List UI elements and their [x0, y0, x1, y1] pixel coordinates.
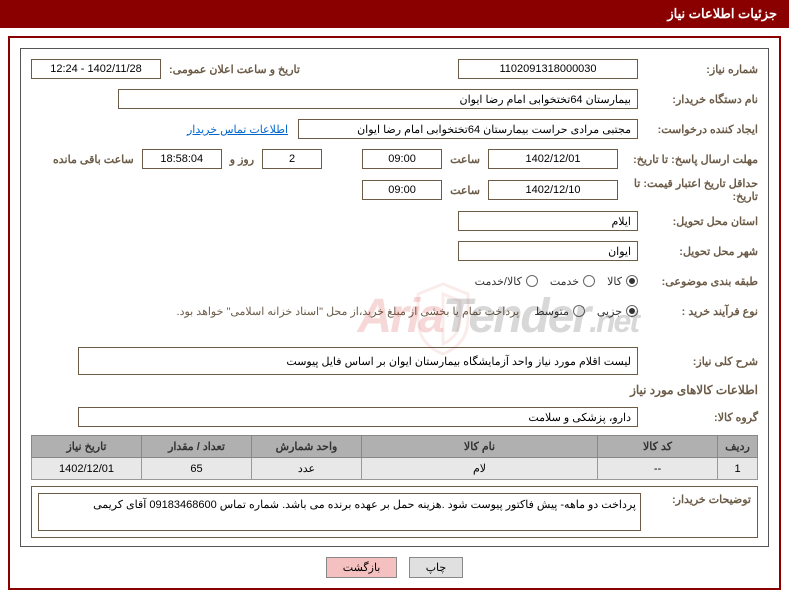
- td-qty: 65: [142, 458, 252, 480]
- field-validity-date: 1402/12/10: [488, 180, 618, 200]
- field-need-number: 1102091318000030: [458, 59, 638, 79]
- label-goods-group: گروه کالا:: [638, 411, 758, 424]
- label-general-desc: شرح کلی نیاز:: [638, 355, 758, 368]
- back-button[interactable]: بازگشت: [326, 557, 398, 578]
- print-button[interactable]: چاپ: [409, 557, 464, 578]
- radio-goods[interactable]: کالا: [607, 275, 638, 288]
- radio-minor[interactable]: جزیی: [597, 305, 638, 318]
- radio-circle-icon: [526, 275, 538, 287]
- row-response-deadline: مهلت ارسال پاسخ: تا تاریخ: 1402/12/01 سا…: [31, 147, 758, 171]
- th-qty: تعداد / مقدار: [142, 436, 252, 458]
- payment-note: پرداخت تمام یا بخشی از مبلغ خرید،از محل …: [177, 305, 520, 318]
- row-price-validity: حداقل تاریخ اعتبار قیمت: تا تاریخ: 1402/…: [31, 177, 758, 203]
- td-code: --: [598, 458, 718, 480]
- th-date: تاریخ نیاز: [32, 436, 142, 458]
- label-day-and: روز و: [230, 153, 254, 166]
- subject-radio-group: کالا خدمت کالا/خدمت: [475, 275, 638, 288]
- goods-table: ردیف کد کالا نام کالا واحد شمارش تعداد /…: [31, 435, 758, 480]
- row-purchase-type: نوع فرآیند خرید : جزیی متوسط پرداخت تمام…: [31, 299, 758, 323]
- buyer-notes-box: توضیحات خریدار: پرداخت دو ماهه- پیش فاکت…: [31, 486, 758, 538]
- radio-circle-icon: [626, 275, 638, 287]
- buyer-contact-link[interactable]: اطلاعات تماس خریدار: [187, 123, 288, 136]
- th-name: نام کالا: [362, 436, 598, 458]
- field-response-time: 09:00: [362, 149, 442, 169]
- field-announce-datetime: 1402/11/28 - 12:24: [31, 59, 161, 79]
- td-date: 1402/12/01: [32, 458, 142, 480]
- td-idx: 1: [718, 458, 758, 480]
- row-province: استان محل تحویل: ایلام: [31, 209, 758, 233]
- label-announce-datetime: تاریخ و ساعت اعلان عمومی:: [169, 63, 300, 76]
- label-purchase-type: نوع فرآیند خرید :: [638, 305, 758, 318]
- th-idx: ردیف: [718, 436, 758, 458]
- radio-goods-service[interactable]: کالا/خدمت: [475, 275, 538, 288]
- label-requester: ایجاد کننده درخواست:: [638, 123, 758, 136]
- radio-circle-icon: [583, 275, 595, 287]
- label-need-number: شماره نیاز:: [638, 63, 758, 76]
- row-requester: ایجاد کننده درخواست: مجتبی مرادی حراست ب…: [31, 117, 758, 141]
- label-buyer-notes: توضیحات خریدار:: [651, 493, 751, 531]
- label-province: استان محل تحویل:: [638, 215, 758, 228]
- td-unit: عدد: [252, 458, 362, 480]
- field-time-remaining: 18:58:04: [142, 149, 222, 169]
- row-buyer-org: نام دستگاه خریدار: بیمارستان 64تختخوابی …: [31, 87, 758, 111]
- field-city: ایوان: [458, 241, 638, 261]
- td-name: لام: [362, 458, 598, 480]
- purchase-radio-group: جزیی متوسط: [534, 305, 638, 318]
- row-subject-class: طبقه بندی موضوعی: کالا خدمت کالا/خدمت: [31, 269, 758, 293]
- label-response-deadline: مهلت ارسال پاسخ: تا تاریخ:: [618, 153, 758, 166]
- field-validity-time: 09:00: [362, 180, 442, 200]
- label-buyer-org: نام دستگاه خریدار:: [638, 93, 758, 106]
- label-remaining: ساعت باقی مانده: [53, 153, 134, 166]
- field-buyer-org: بیمارستان 64تختخوابی امام رضا ایوان: [118, 89, 638, 109]
- field-response-date: 1402/12/01: [488, 149, 618, 169]
- radio-circle-icon: [626, 305, 638, 317]
- label-price-validity: حداقل تاریخ اعتبار قیمت: تا تاریخ:: [618, 177, 758, 203]
- label-hour-2: ساعت: [450, 184, 480, 197]
- field-general-desc: لیست اقلام مورد نیاز واحد آزمایشگاه بیما…: [78, 347, 638, 375]
- row-goods-group: گروه کالا: دارو، پزشکی و سلامت: [31, 405, 758, 429]
- field-requester: مجتبی مرادی حراست بیمارستان 64تختخوابی ا…: [298, 119, 638, 139]
- goods-info-title: اطلاعات کالاهای مورد نیاز: [31, 383, 758, 397]
- button-bar: چاپ بازگشت: [20, 557, 769, 578]
- header-title: جزئیات اطلاعات نیاز: [667, 6, 777, 21]
- label-subject-class: طبقه بندی موضوعی:: [638, 275, 758, 288]
- row-need-number: شماره نیاز: 1102091318000030 تاریخ و ساع…: [31, 57, 758, 81]
- row-city: شهر محل تحویل: ایوان: [31, 239, 758, 263]
- field-days-remaining: 2: [262, 149, 322, 169]
- label-hour-1: ساعت: [450, 153, 480, 166]
- radio-circle-icon: [573, 305, 585, 317]
- label-city: شهر محل تحویل:: [638, 245, 758, 258]
- outer-container: شماره نیاز: 1102091318000030 تاریخ و ساع…: [8, 36, 781, 590]
- field-goods-group: دارو، پزشکی و سلامت: [78, 407, 638, 427]
- table-header-row: ردیف کد کالا نام کالا واحد شمارش تعداد /…: [32, 436, 758, 458]
- details-panel: شماره نیاز: 1102091318000030 تاریخ و ساع…: [20, 48, 769, 547]
- table-row: 1 -- لام عدد 65 1402/12/01: [32, 458, 758, 480]
- radio-service[interactable]: خدمت: [550, 275, 595, 288]
- th-code: کد کالا: [598, 436, 718, 458]
- field-province: ایلام: [458, 211, 638, 231]
- row-general-desc: شرح کلی نیاز: لیست اقلام مورد نیاز واحد …: [31, 347, 758, 375]
- panel-header: جزئیات اطلاعات نیاز: [0, 0, 789, 28]
- radio-medium[interactable]: متوسط: [534, 305, 585, 318]
- th-unit: واحد شمارش: [252, 436, 362, 458]
- field-buyer-notes: پرداخت دو ماهه- پیش فاکتور پیوست شود .هز…: [38, 493, 641, 531]
